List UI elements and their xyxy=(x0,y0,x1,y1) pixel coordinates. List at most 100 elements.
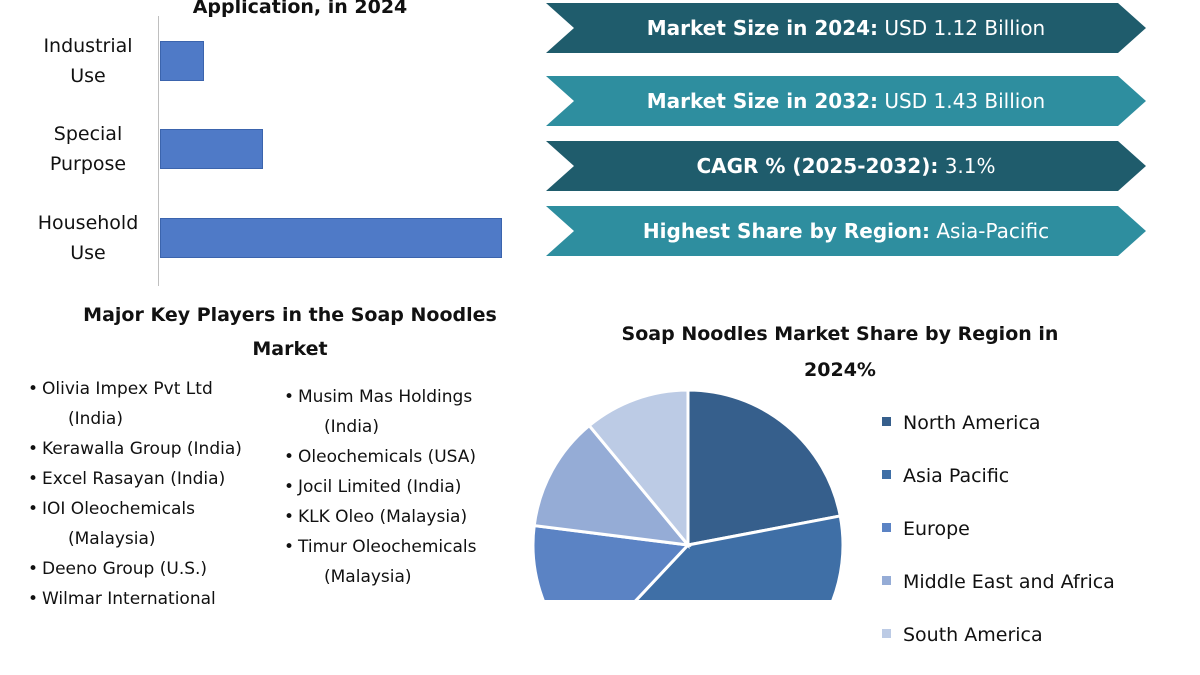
player-item: • Jocil Limited (India) xyxy=(284,472,544,502)
bar xyxy=(160,129,263,169)
legend-swatch xyxy=(882,470,891,479)
stat-label: Market Size in 2032: xyxy=(646,89,879,113)
pie-slice xyxy=(587,388,690,550)
stat-value: USD 1.43 Billion xyxy=(878,89,1046,113)
player-name-line: • Jocil Limited (India) xyxy=(284,472,544,502)
bar-category-label: Household Use xyxy=(18,208,158,268)
bar-category-label: Industrial Use xyxy=(18,31,158,91)
bar-category-label-line: Purpose xyxy=(49,153,127,175)
stat-banner-arrow xyxy=(546,76,1146,126)
bar-chart-axis xyxy=(158,16,159,286)
stat-value: USD 1.12 Billion xyxy=(878,16,1046,40)
legend-label: Asia Pacific xyxy=(903,465,1010,487)
player-item: • Excel Rasayan (India) xyxy=(28,464,288,494)
pie-title-line: 2024% xyxy=(804,359,876,381)
player-name-line: (Malaysia) xyxy=(68,529,156,549)
player-item: • IOI Oleochemicals (Malaysia) xyxy=(28,494,288,554)
pie-slice xyxy=(634,514,845,600)
player-name-line: • Kerawalla Group (India) xyxy=(28,434,288,464)
bar-chart-title: Application, in 2024 xyxy=(192,0,408,18)
player-name-line: (India) xyxy=(68,409,123,429)
player-name-line: • Oleochemicals (USA) xyxy=(284,442,544,472)
legend-swatch xyxy=(882,576,891,585)
pie-slice xyxy=(686,388,843,547)
player-name-line: (Malaysia) xyxy=(324,567,412,587)
pie-title-line: Soap Noodles Market Share by Region in xyxy=(621,323,1059,345)
player-item: • Kerawalla Group (India) xyxy=(28,434,288,464)
legend-swatch xyxy=(882,417,891,426)
bar-category-label-line: Special xyxy=(53,123,123,145)
stat-banner-arrow xyxy=(546,3,1146,53)
bullet-icon: • xyxy=(28,499,39,519)
legend-item: Middle East and Africa xyxy=(882,569,1182,595)
bullet-icon: • xyxy=(284,447,295,467)
legend-item: Asia Pacific xyxy=(882,463,1182,489)
bar xyxy=(160,218,502,258)
legend-swatch xyxy=(882,629,891,638)
legend-item: North America xyxy=(882,410,1182,436)
player-name: IOI Oleochemicals xyxy=(42,499,195,519)
bullet-icon: • xyxy=(28,439,39,459)
player-name: Deeno Group (U.S.) xyxy=(42,559,208,579)
player-item: • Deeno Group (U.S.) xyxy=(28,554,288,584)
player-name: Musim Mas Holdings xyxy=(298,387,473,407)
bullet-icon: • xyxy=(284,507,295,527)
legend-label: Middle East and Africa xyxy=(903,571,1115,593)
player-name: Kerawalla Group (India) xyxy=(42,439,242,459)
bullet-icon: • xyxy=(284,477,295,497)
bullet-icon: • xyxy=(28,559,39,579)
bar-category-label-line: Use xyxy=(70,242,106,264)
stat-banner-shape xyxy=(546,3,1146,53)
player-item: • KLK Oleo (Malaysia) xyxy=(284,502,544,532)
player-name: KLK Oleo (Malaysia) xyxy=(298,507,468,527)
stat-value: 3.1% xyxy=(938,154,996,178)
pie-chart xyxy=(531,388,845,600)
stat-label: Market Size in 2024: xyxy=(646,16,879,40)
stat-banner-shape xyxy=(546,141,1146,191)
player-name-line: • Timur Oleochemicals xyxy=(284,532,544,562)
stat-banner-arrow xyxy=(546,206,1146,256)
player-name-line: • KLK Oleo (Malaysia) xyxy=(284,502,544,532)
stat-label: CAGR % (2025-2032): xyxy=(696,154,939,178)
players-title-line: Major Key Players in the Soap Noodles xyxy=(83,304,497,326)
players-list-col1: • Olivia Impex Pvt Ltd (India) • Kerawalla G… xyxy=(28,374,288,614)
bullet-icon: • xyxy=(28,469,39,489)
stat-banner: Market Size in 2032: USD 1.43 Billion xyxy=(546,76,1146,126)
legend-swatch xyxy=(882,523,891,532)
stat-banner-text: CAGR % (2025-2032): 3.1% xyxy=(546,141,1146,191)
bar-category-label-line: Use xyxy=(70,65,106,87)
player-name-line: • Olivia Impex Pvt Ltd xyxy=(28,374,288,404)
bar xyxy=(160,41,205,81)
players-title-line: Market xyxy=(252,338,328,360)
player-name-line: • Wilmar International xyxy=(28,584,288,614)
player-item: • Oleochemicals (USA) xyxy=(284,442,544,472)
stat-banner: Highest Share by Region: Asia-Pacific xyxy=(546,206,1146,256)
player-name-line: • IOI Oleochemicals xyxy=(28,494,288,524)
players-list-col2: • Musim Mas Holdings (India) • Oleochemicals… xyxy=(284,382,544,592)
player-name: Wilmar International xyxy=(42,589,216,609)
stat-banner: CAGR % (2025-2032): 3.1% xyxy=(546,141,1146,191)
player-name-line: • Excel Rasayan (India) xyxy=(28,464,288,494)
player-name-line: • Deeno Group (U.S.) xyxy=(28,554,288,584)
legend-item: Europe xyxy=(882,516,1182,542)
bar-category-label-line: Household xyxy=(37,212,139,234)
bullet-icon: • xyxy=(28,589,39,609)
player-name: Excel Rasayan (India) xyxy=(42,469,226,489)
legend-label: South America xyxy=(903,624,1043,646)
bullet-icon: • xyxy=(284,537,295,557)
legend-label: Europe xyxy=(903,518,970,540)
stat-banner-shape xyxy=(546,76,1146,126)
stat-label: Highest Share by Region: xyxy=(642,219,931,243)
player-name: Jocil Limited (India) xyxy=(298,477,462,497)
player-name-line: (India) xyxy=(324,417,379,437)
players-title: Major Key Players in the Soap Noodles Ma… xyxy=(40,298,540,366)
player-item: • Olivia Impex Pvt Ltd (India) xyxy=(28,374,288,434)
pie-legend: North America Asia Pacific Europe Middle Ea… xyxy=(882,410,1182,675)
bar-category-label: Special Purpose xyxy=(18,119,158,179)
stat-banner-text: Highest Share by Region: Asia-Pacific xyxy=(546,206,1146,256)
pie-slice xyxy=(531,523,692,600)
player-name: Timur Oleochemicals xyxy=(298,537,477,557)
stat-value: Asia-Pacific xyxy=(930,219,1050,243)
legend-item: South America xyxy=(882,622,1182,648)
stat-banner-shape xyxy=(546,206,1146,256)
